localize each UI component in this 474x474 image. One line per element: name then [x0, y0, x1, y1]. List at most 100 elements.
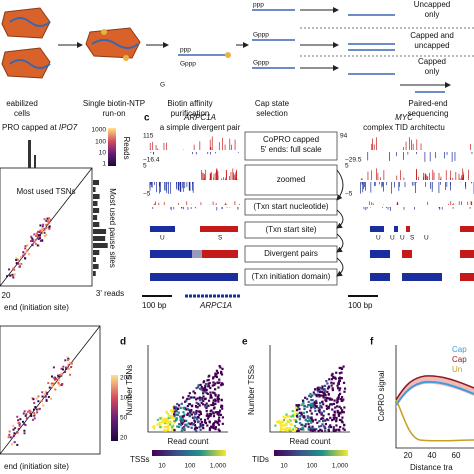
- density-cell: [322, 391, 325, 394]
- density-cell: [171, 410, 174, 413]
- density-cell: [313, 406, 317, 410]
- density-cell: [189, 396, 192, 399]
- heat-cell: [29, 412, 32, 415]
- row-label: (Txn start site): [265, 225, 316, 234]
- density-cell: [189, 410, 192, 413]
- density-cell: [158, 421, 161, 424]
- heat-cell: [15, 259, 18, 262]
- density-cell: [195, 426, 199, 430]
- heat-cell: [24, 423, 27, 426]
- colorbar: [108, 128, 116, 166]
- density-cell: [298, 407, 301, 411]
- density-cell: [156, 418, 160, 421]
- density-cell: [202, 392, 205, 395]
- density-cell: [200, 397, 204, 400]
- density-cell: [181, 420, 184, 423]
- heat-cell: [17, 428, 20, 431]
- density-cell: [180, 429, 183, 432]
- density-cell: [342, 365, 345, 368]
- outcome-label: Capped and: [410, 31, 454, 40]
- density-cell: [327, 413, 330, 416]
- density-cell: [304, 425, 307, 428]
- density-cell: [300, 412, 303, 415]
- heat-cell: [32, 418, 35, 421]
- density-cell: [336, 387, 340, 390]
- heat-cell: [37, 238, 40, 241]
- density-cell: [196, 418, 199, 421]
- heat-cell: [17, 421, 20, 424]
- heat-cell: [38, 230, 41, 233]
- colorbar-tick: 1: [102, 161, 106, 168]
- heat-cell: [37, 395, 40, 398]
- density-cell: [326, 387, 330, 390]
- density-cell: [207, 399, 211, 402]
- panel-letter: d: [120, 337, 126, 348]
- density-cell: [177, 425, 181, 429]
- density-cell: [298, 411, 301, 414]
- x-tick-label: 20: [404, 451, 413, 460]
- heat-cell: [62, 365, 65, 368]
- density-cell: [288, 427, 292, 430]
- density-cell: [338, 405, 341, 408]
- density-cell: [291, 410, 294, 413]
- density-cell: [326, 406, 329, 409]
- density-cell: [300, 413, 303, 416]
- panel-e: e Number TSSs Read count TIDs 10 100 1,000: [242, 337, 350, 470]
- density-cell: [327, 426, 331, 429]
- density-cell: [176, 425, 179, 428]
- density-cell: [321, 387, 324, 390]
- density-cell: [205, 382, 208, 386]
- density-cell: [169, 409, 173, 412]
- colorbar-tick: 10: [280, 463, 288, 470]
- density-cell: [199, 411, 202, 414]
- density-cell: [334, 406, 337, 409]
- density-cell: [330, 398, 334, 401]
- density-cell: [282, 415, 285, 418]
- heat-cell: [45, 399, 48, 402]
- heat-cell: [12, 267, 15, 270]
- density-cell: [186, 397, 189, 401]
- heatmap-frame: [0, 167, 93, 287]
- heat-cell: [33, 240, 36, 243]
- heat-cell: [11, 443, 14, 446]
- scalebar-label: 100 bp: [348, 301, 373, 310]
- density-cell: [188, 397, 191, 401]
- heat-cell: [31, 240, 34, 243]
- density-cell: [340, 396, 344, 399]
- density-cell: [320, 413, 323, 416]
- density-cell: [172, 421, 175, 424]
- row-label: 5' ends: full scale: [260, 145, 322, 154]
- density-cell: [184, 423, 187, 426]
- density-cell: [176, 407, 180, 410]
- density-cell: [338, 372, 341, 375]
- heat-cell: [49, 219, 52, 222]
- density-cell: [343, 423, 346, 426]
- row-box: [244, 245, 338, 263]
- density-cell: [341, 416, 344, 419]
- heat-cell: [38, 237, 41, 240]
- density-cell: [327, 418, 330, 422]
- density-cell: [179, 418, 182, 421]
- heat-cell: [41, 239, 44, 242]
- density-cell: [165, 410, 168, 413]
- density-cell: [195, 416, 198, 420]
- density-cell: [324, 422, 328, 426]
- density-cell: [186, 413, 189, 416]
- density-cell: [190, 426, 193, 429]
- density-cell: [178, 423, 181, 426]
- axis-label: 3' reads: [96, 289, 124, 298]
- density-cell: [179, 406, 182, 410]
- heat-cell: [26, 249, 29, 252]
- density-cell: [219, 372, 223, 375]
- panel-letter: e: [242, 337, 248, 348]
- step-label: Paired-end: [408, 99, 447, 108]
- density-cell: [209, 394, 213, 397]
- heat-cell: [18, 425, 21, 428]
- density-cell: [210, 425, 213, 428]
- axis-label: Read count: [168, 437, 210, 446]
- density-cell: [220, 399, 223, 402]
- density-cell: [327, 393, 330, 396]
- density-cell: [195, 429, 198, 432]
- density-cell: [287, 415, 291, 418]
- density-cell: [217, 397, 221, 401]
